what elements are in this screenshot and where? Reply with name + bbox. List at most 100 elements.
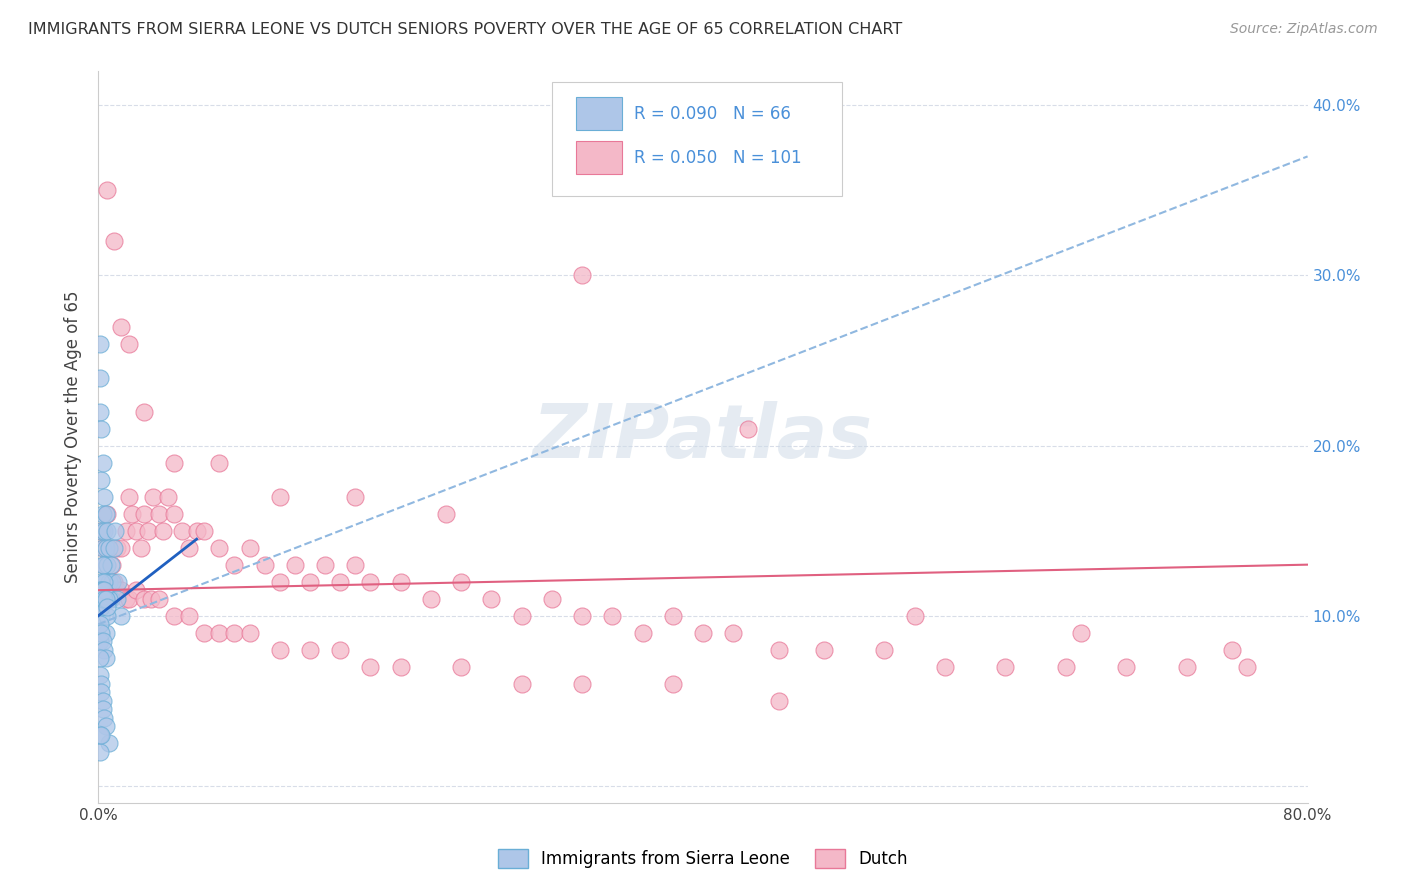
Point [103, 583, 125, 598]
Text: ZIPatlas: ZIPatlas [533, 401, 873, 474]
FancyBboxPatch shape [576, 141, 621, 174]
Point [93, 558, 115, 572]
Point [208, 541, 231, 555]
Point [540, 591, 562, 606]
Point [193, 625, 215, 640]
Point [132, 591, 155, 606]
Point [98, 541, 121, 555]
Point [89, 634, 111, 648]
Point [89, 617, 111, 632]
Point [389, 659, 412, 673]
Point [768, 642, 790, 657]
Point [94, 591, 117, 606]
Point [136, 524, 159, 538]
Point [179, 608, 201, 623]
Text: IMMIGRANTS FROM SIERRA LEONE VS DUTCH SENIORS POVERTY OVER THE AGE OF 65 CORRELA: IMMIGRANTS FROM SIERRA LEONE VS DUTCH SE… [28, 22, 903, 37]
Point [125, 583, 148, 598]
Point [329, 574, 352, 589]
Point [269, 642, 291, 657]
Point [105, 591, 128, 606]
Point [148, 507, 170, 521]
Point [96, 507, 118, 521]
Point [96, 183, 118, 197]
FancyBboxPatch shape [576, 97, 621, 130]
Point [1070, 625, 1092, 640]
Point [661, 608, 683, 623]
Point [110, 319, 132, 334]
Y-axis label: Seniors Poverty Over the Age of 65: Seniors Poverty Over the Age of 65 [65, 291, 83, 583]
Point [186, 524, 208, 538]
Point [93, 524, 115, 538]
Point [105, 541, 128, 555]
Point [94, 541, 117, 555]
Point [179, 541, 201, 555]
Point [121, 507, 143, 521]
Point [103, 574, 125, 589]
Point [93, 591, 115, 606]
Point [100, 591, 122, 606]
Point [110, 583, 132, 598]
Text: Source: ZipAtlas.com: Source: ZipAtlas.com [1230, 22, 1378, 37]
Point [94, 583, 117, 598]
Point [148, 591, 170, 606]
Point [994, 659, 1017, 673]
Point [163, 456, 186, 470]
Point [110, 541, 132, 555]
Point [96, 558, 118, 572]
Point [208, 456, 231, 470]
Point [89, 583, 111, 598]
Point [224, 558, 246, 572]
Point [91, 558, 114, 572]
Point [239, 625, 262, 640]
Point [510, 608, 533, 623]
Point [90, 524, 112, 538]
Point [631, 625, 654, 640]
Point [94, 541, 117, 555]
Point [91, 591, 114, 606]
Point [101, 574, 124, 589]
Point [93, 583, 115, 598]
Point [89, 668, 111, 682]
Point [89, 370, 111, 384]
Point [91, 456, 114, 470]
Point [89, 728, 111, 742]
Point [571, 268, 593, 283]
Point [89, 591, 111, 606]
Point [193, 524, 215, 538]
Point [94, 719, 117, 733]
Point [329, 642, 352, 657]
Point [692, 625, 714, 640]
Point [344, 490, 367, 504]
Point [103, 235, 125, 249]
Point [125, 524, 148, 538]
Point [450, 574, 472, 589]
Point [132, 404, 155, 418]
Point [389, 574, 412, 589]
Point [89, 600, 111, 615]
Point [1236, 659, 1258, 673]
Point [314, 558, 336, 572]
Point [661, 677, 683, 691]
Point [299, 642, 322, 657]
Point [89, 336, 111, 351]
Point [94, 591, 117, 606]
Point [90, 473, 112, 487]
Point [253, 558, 276, 572]
Point [89, 404, 111, 418]
Point [90, 625, 112, 640]
Point [104, 524, 127, 538]
Point [110, 608, 132, 623]
Point [94, 651, 117, 665]
Point [132, 507, 155, 521]
Point [100, 574, 122, 589]
Point [208, 625, 231, 640]
Point [90, 591, 112, 606]
Point [94, 507, 117, 521]
Point [170, 524, 193, 538]
Point [481, 591, 503, 606]
Point [510, 677, 533, 691]
Point [100, 583, 122, 598]
Point [904, 608, 927, 623]
Point [96, 524, 118, 538]
Point [91, 634, 114, 648]
